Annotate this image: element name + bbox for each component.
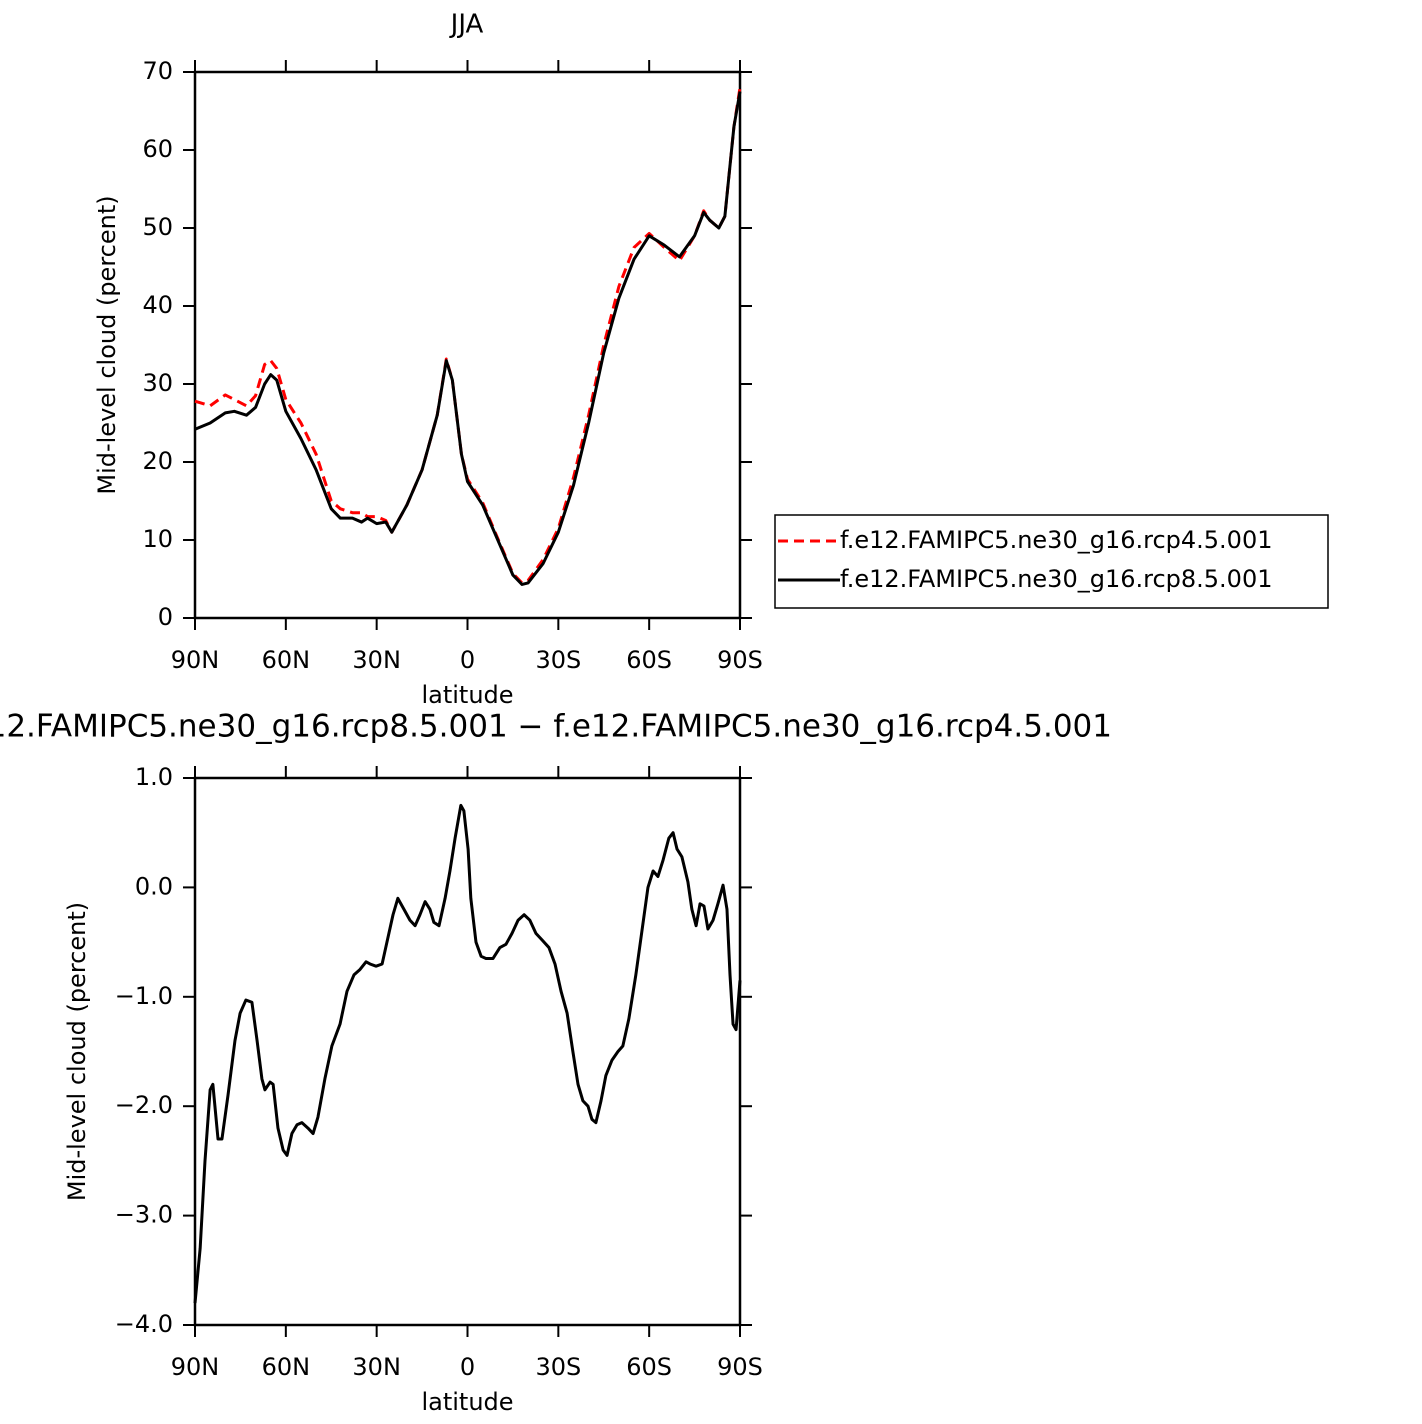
y-tick-label: −2.0	[115, 1091, 173, 1119]
x-tick-label: 90N	[171, 1353, 220, 1381]
y-axis-label: Mid-level cloud (percent)	[93, 195, 121, 494]
chart-title: JJA	[449, 10, 484, 40]
y-tick-label: 1.0	[135, 763, 173, 791]
y-tick-label: 10	[142, 525, 173, 553]
x-axis-label: latitude	[421, 1388, 513, 1416]
x-tick-label: 60N	[262, 1353, 311, 1381]
y-tick-label: 40	[142, 291, 173, 319]
x-tick-label: 60S	[626, 646, 672, 674]
y-tick-label: −4.0	[115, 1310, 173, 1338]
y-tick-label: 60	[142, 135, 173, 163]
plot-frame	[193, 776, 742, 1327]
x-tick-label: 30N	[352, 1353, 401, 1381]
y-tick-label: 30	[142, 369, 173, 397]
x-tick-label: 60N	[262, 646, 311, 674]
legend-label: f.e12.FAMIPC5.ne30_g16.rcp4.5.001	[840, 526, 1273, 554]
y-tick-label: 50	[142, 213, 173, 241]
y-tick-label: 0	[158, 603, 173, 631]
x-tick-label: 30S	[535, 1353, 581, 1381]
x-tick-label: 0	[460, 1353, 475, 1381]
y-axis-label: Mid-level cloud (percent)	[63, 902, 91, 1201]
x-tick-label: 30N	[352, 646, 401, 674]
x-tick-label: 90S	[717, 646, 763, 674]
data-line	[194, 87, 742, 585]
x-tick-label: 30S	[535, 646, 581, 674]
y-tick-label: −1.0	[115, 982, 173, 1010]
y-tick-label: −3.0	[115, 1201, 173, 1229]
legend-label: f.e12.FAMIPC5.ne30_g16.rcp8.5.001	[840, 565, 1273, 593]
x-tick-label: 60S	[626, 1353, 672, 1381]
y-tick-label: 70	[142, 57, 173, 85]
x-axis-label: latitude	[421, 681, 513, 709]
data-line	[194, 91, 742, 586]
x-tick-label: 90S	[717, 1353, 763, 1381]
chart-title: f.e12.FAMIPC5.ne30_g16.rcp8.5.001 − f.e1…	[0, 709, 1112, 745]
y-tick-label: 0.0	[135, 872, 173, 900]
x-tick-label: 90N	[171, 646, 220, 674]
plot-frame	[193, 70, 742, 620]
legend-box	[774, 514, 1329, 609]
data-line	[193, 803, 742, 1304]
y-tick-label: 20	[142, 447, 173, 475]
x-tick-label: 0	[460, 646, 475, 674]
